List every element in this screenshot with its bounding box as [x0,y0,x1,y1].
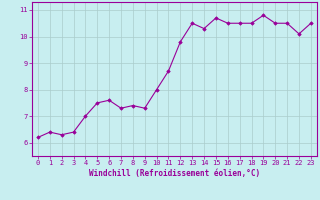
X-axis label: Windchill (Refroidissement éolien,°C): Windchill (Refroidissement éolien,°C) [89,169,260,178]
